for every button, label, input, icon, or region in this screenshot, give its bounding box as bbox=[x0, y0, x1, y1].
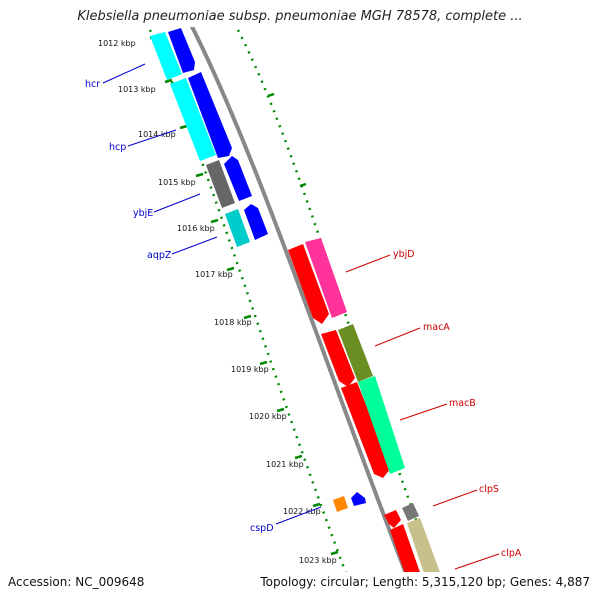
tick-label: 1017 kbp bbox=[195, 270, 233, 279]
page-title: Klebsiella pneumoniae subsp. pneumoniae … bbox=[77, 9, 523, 24]
tick-label: 1019 kbp bbox=[231, 365, 269, 374]
gene-label-macB[interactable]: macB bbox=[449, 398, 476, 409]
tick-label: 1018 kbp bbox=[214, 318, 252, 327]
tick-label: 1015 kbp bbox=[158, 178, 196, 187]
ruler-labels: 1012 kbp 1013 kbp 1014 kbp 1015 kbp 1016… bbox=[98, 39, 337, 565]
cspD-arrow[interactable] bbox=[351, 492, 366, 506]
macB-feature[interactable] bbox=[341, 382, 391, 478]
genome-stats-text: Topology: circular; Length: 5,315,120 bp… bbox=[260, 575, 590, 589]
top-feature[interactable] bbox=[183, 0, 198, 6]
ybjE-gray-feature[interactable] bbox=[206, 160, 235, 208]
clpA-tan-feature[interactable] bbox=[407, 518, 448, 600]
tick-label: 1013 kbp bbox=[118, 85, 156, 94]
gene-label-cspD[interactable]: cspD bbox=[250, 523, 274, 534]
gene-label-ybjE[interactable]: ybjE bbox=[133, 208, 153, 219]
gene-label-macA[interactable]: macA bbox=[423, 322, 450, 333]
gene-label-clpS[interactable]: clpS bbox=[479, 484, 499, 495]
gene-label-ybjD[interactable]: ybjD bbox=[393, 249, 415, 260]
ruler-ticks bbox=[149, 34, 339, 556]
clpS-gray-feature[interactable] bbox=[402, 503, 419, 521]
ybjE-arrow[interactable] bbox=[224, 156, 252, 201]
cspD-orange-feature[interactable] bbox=[333, 496, 348, 512]
gene-label-hcp[interactable]: hcp bbox=[109, 142, 126, 153]
hcr-arrow[interactable] bbox=[168, 28, 195, 73]
aqpZ-feature[interactable] bbox=[225, 209, 250, 247]
hcp-arrow[interactable] bbox=[188, 72, 232, 158]
aqpZ-arrow[interactable] bbox=[244, 204, 268, 240]
hcr-feature[interactable] bbox=[150, 32, 182, 80]
label-lines bbox=[102, 63, 500, 570]
genome-backbone bbox=[189, 27, 408, 572]
accession-text: Accession: NC_009648 bbox=[8, 575, 145, 589]
clpA-feature[interactable] bbox=[390, 524, 428, 600]
tick-label: 1012 kbp bbox=[98, 39, 136, 48]
gene-label-clpA[interactable]: clpA bbox=[501, 548, 522, 559]
ybjD-feature[interactable] bbox=[288, 244, 329, 324]
ybjD-pink-feature[interactable] bbox=[305, 238, 347, 318]
tick-label: 1016 kbp bbox=[177, 224, 215, 233]
tick-label: 1022 kbp bbox=[283, 507, 321, 516]
gene-labels: hcr hcp ybjE aqpZ ybjD macA macB clpS cl… bbox=[85, 79, 522, 559]
clpS-feature[interactable] bbox=[384, 510, 401, 528]
left-tick-track bbox=[148, 29, 347, 572]
tick-label: 1020 kbp bbox=[249, 412, 287, 421]
macA-olive-feature[interactable] bbox=[338, 324, 373, 382]
macB-green-feature[interactable] bbox=[358, 376, 405, 474]
gene-label-aqpZ[interactable]: aqpZ bbox=[147, 250, 172, 261]
tick-label: 1014 kbp bbox=[138, 130, 176, 139]
hcp-feature[interactable] bbox=[170, 78, 216, 161]
tick-label: 1023 kbp bbox=[299, 556, 337, 565]
tick-label: 1021 kbp bbox=[266, 460, 304, 469]
gene-label-hcr[interactable]: hcr bbox=[85, 79, 100, 90]
macA-feature[interactable] bbox=[321, 330, 355, 387]
